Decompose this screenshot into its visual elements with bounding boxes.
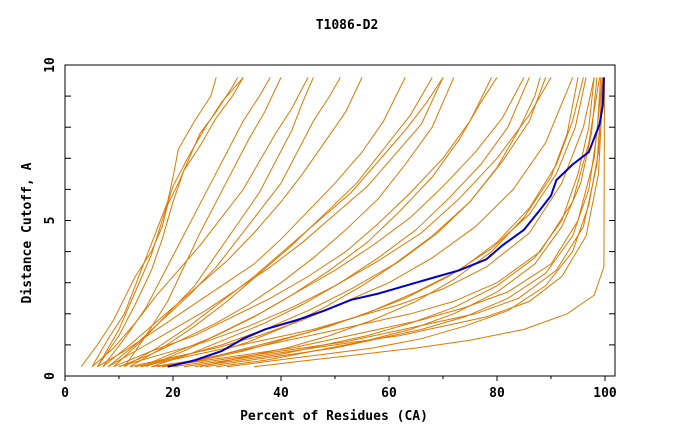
- background-curve-15: [183, 77, 604, 368]
- background-curve-25: [129, 77, 433, 368]
- background-curve-28: [102, 77, 271, 368]
- background-curve-29: [172, 77, 541, 368]
- background-curve-18: [107, 77, 341, 368]
- y-tick-label: 10: [43, 57, 58, 73]
- highlight-series-line: [167, 77, 605, 368]
- background-curve-5: [102, 77, 363, 368]
- background-curve-23: [205, 77, 602, 368]
- background-curve-22: [194, 77, 595, 368]
- background-curve-24: [113, 77, 314, 368]
- background-curve-33: [96, 77, 244, 367]
- background-curve-10: [129, 77, 574, 368]
- y-tick-label: 5: [43, 217, 58, 225]
- chart-title: T1086-D2: [316, 18, 379, 33]
- background-curve-30: [199, 77, 579, 368]
- background-curve-32: [226, 77, 603, 368]
- y-tick-label: 0: [43, 372, 58, 380]
- background-curve-8: [113, 77, 493, 368]
- background-curve-26: [140, 77, 498, 368]
- background-curve-2: [91, 77, 217, 367]
- background-curve-20: [135, 77, 547, 368]
- background-curve-35: [162, 77, 587, 368]
- x-tick-label: 80: [489, 386, 505, 401]
- background-curve-19: [118, 77, 455, 368]
- y-axis-label: Distance Cutoff, A: [20, 162, 35, 303]
- x-tick-label: 0: [61, 386, 69, 401]
- background-curve-3: [96, 77, 244, 367]
- background-curve-4: [91, 77, 309, 368]
- x-tick-label: 40: [273, 386, 289, 401]
- background-curve-7: [107, 77, 444, 368]
- background-curve-21: [156, 77, 584, 368]
- background-curve-34: [151, 77, 530, 368]
- background-curves: [80, 77, 605, 368]
- background-curve-6: [97, 77, 406, 368]
- y-axis: 0 5 10: [43, 57, 615, 380]
- background-curve-31: [216, 77, 598, 368]
- background-curve-27: [253, 77, 605, 368]
- x-tick-label: 100: [593, 386, 617, 401]
- plot-area: [64, 64, 616, 377]
- x-axis-label: Percent of Residues (CA): [240, 409, 428, 424]
- x-axis: 0 20 40 60 80 100: [61, 376, 617, 401]
- background-curve-36: [123, 77, 282, 367]
- x-tick-label: 60: [381, 386, 397, 401]
- x-tick-label: 20: [165, 386, 181, 401]
